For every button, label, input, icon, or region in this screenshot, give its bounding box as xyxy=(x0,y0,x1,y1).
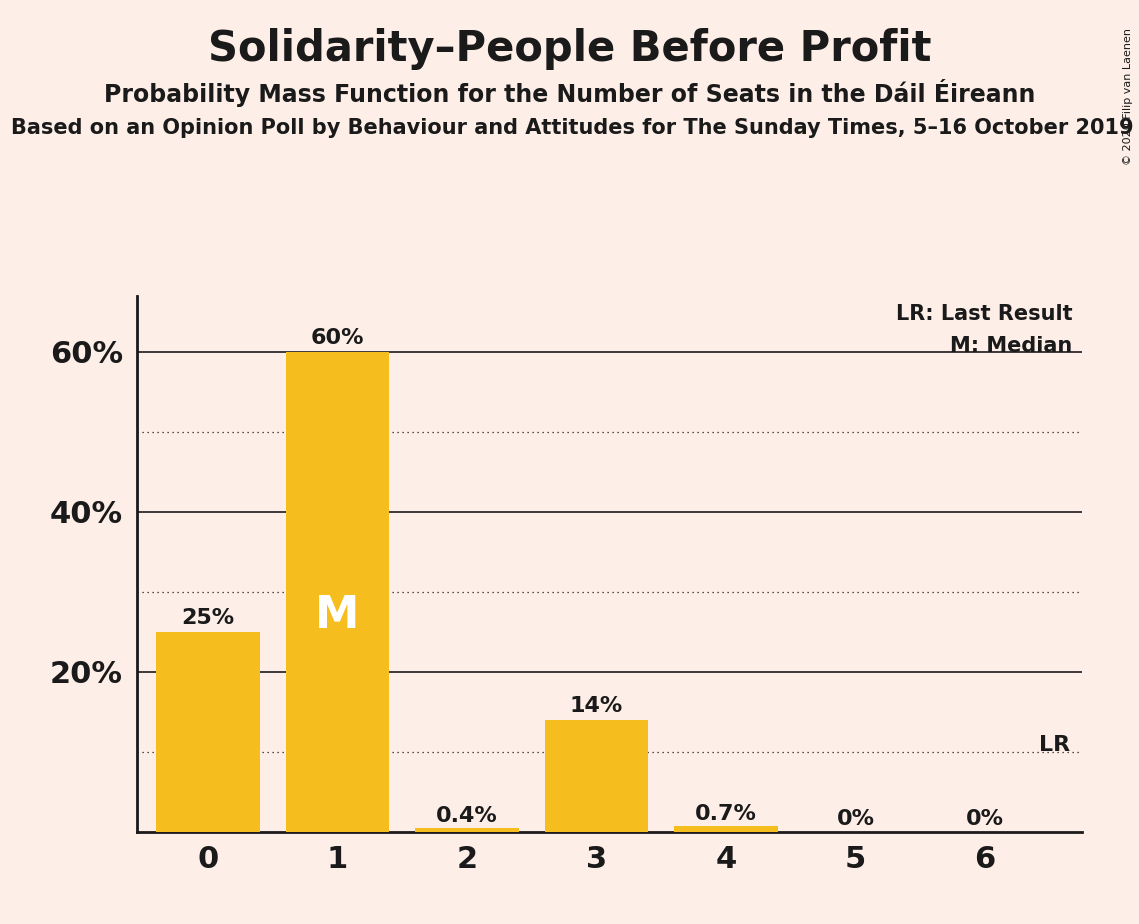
Text: LR: Last Result: LR: Last Result xyxy=(896,304,1073,323)
Text: Solidarity–People Before Profit: Solidarity–People Before Profit xyxy=(207,28,932,69)
Bar xyxy=(156,632,260,832)
Text: Based on an Opinion Poll by Behaviour and Attitudes for The Sunday Times, 5–16 O: Based on an Opinion Poll by Behaviour an… xyxy=(11,118,1134,139)
Text: 14%: 14% xyxy=(570,696,623,715)
Text: Probability Mass Function for the Number of Seats in the Dáil Éireann: Probability Mass Function for the Number… xyxy=(104,79,1035,106)
Bar xyxy=(674,826,778,832)
Bar xyxy=(415,829,518,832)
Bar xyxy=(544,720,648,832)
Text: 25%: 25% xyxy=(181,608,235,627)
Text: 60%: 60% xyxy=(311,328,364,347)
Text: LR: LR xyxy=(1039,736,1071,755)
Text: 0.7%: 0.7% xyxy=(695,804,756,823)
Text: © 2020 Filip van Laenen: © 2020 Filip van Laenen xyxy=(1123,28,1133,164)
Text: M: M xyxy=(316,594,360,638)
Text: 0%: 0% xyxy=(966,809,1003,829)
Text: M: Median: M: Median xyxy=(950,336,1073,356)
Text: 0.4%: 0.4% xyxy=(436,806,498,826)
Text: 0%: 0% xyxy=(836,809,875,829)
Bar xyxy=(286,352,390,832)
